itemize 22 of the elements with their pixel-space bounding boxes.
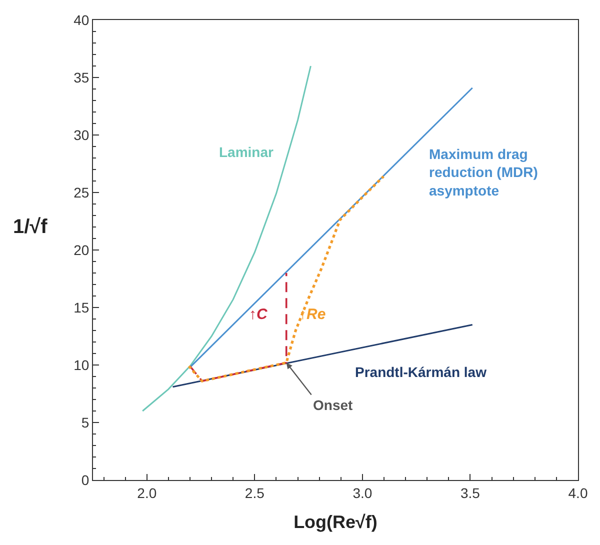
- x-tick-label: 2.5: [244, 484, 265, 501]
- y-tick-label: 20: [74, 242, 90, 258]
- y-tick-label: 30: [74, 126, 90, 143]
- x-axis-title: Log(Re√f): [294, 512, 378, 532]
- y-axis-title: 1/√f: [13, 216, 48, 238]
- x-tick-label: 3.0: [352, 484, 372, 501]
- y-tick-label: 0: [81, 472, 90, 488]
- y-tick-label: 35: [74, 69, 90, 86]
- y-tick-label: 5: [81, 414, 90, 430]
- y-tick-label: 10: [74, 356, 90, 373]
- annotation: ↑C: [249, 306, 268, 323]
- x-tick-label: 2.0: [137, 484, 157, 501]
- annotation: ↑Re: [299, 306, 326, 323]
- x-tick-label: 4.0: [568, 484, 588, 501]
- series-label: Laminar: [219, 144, 274, 160]
- annotation: Onset: [313, 397, 354, 413]
- y-tick-label: 15: [74, 299, 90, 316]
- series-label: Prandtl-Kármán law: [355, 364, 487, 380]
- x-tick-label: 3.5: [460, 484, 480, 501]
- series-label: Maximum drag reduction (MDR) asymptote: [429, 146, 538, 198]
- y-tick-label: 25: [74, 184, 90, 200]
- y-tick-label: 40: [74, 12, 90, 28]
